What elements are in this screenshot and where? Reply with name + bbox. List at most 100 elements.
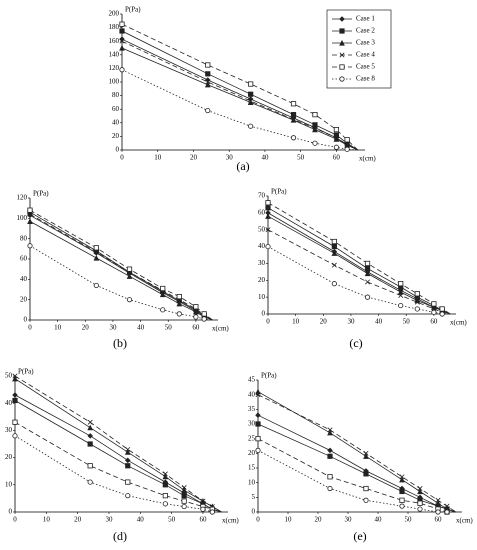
legend-label: Case 8 bbox=[356, 75, 375, 83]
marker bbox=[12, 373, 18, 379]
series-line bbox=[29, 211, 213, 321]
x-tick-label: 20 bbox=[74, 516, 82, 524]
series-line bbox=[257, 450, 456, 513]
x-tick-label: 0 bbox=[13, 516, 17, 524]
marker bbox=[399, 497, 405, 503]
marker bbox=[398, 302, 404, 309]
marker bbox=[93, 254, 100, 261]
legend-marker bbox=[339, 64, 345, 70]
y-tick-label: 100 bbox=[17, 214, 28, 222]
y-tick-label: 0 bbox=[24, 316, 28, 324]
y-tick-label: 10 bbox=[258, 293, 266, 301]
marker bbox=[363, 485, 369, 492]
marker bbox=[12, 419, 18, 425]
marker bbox=[414, 299, 420, 305]
marker bbox=[435, 500, 441, 506]
legend-marker bbox=[339, 39, 345, 46]
legend-label: Case 2 bbox=[356, 27, 375, 35]
marker bbox=[431, 309, 437, 315]
marker bbox=[27, 211, 33, 217]
panel-label: (c) bbox=[349, 336, 362, 350]
x-tick-label: 10 bbox=[292, 318, 300, 326]
y-tick-label: 45 bbox=[248, 376, 256, 384]
marker bbox=[398, 281, 404, 287]
marker bbox=[290, 135, 297, 141]
x-tick-label: 20 bbox=[82, 324, 90, 332]
panel-label: (e) bbox=[353, 529, 366, 543]
marker bbox=[181, 493, 187, 499]
marker bbox=[160, 307, 166, 313]
series-line bbox=[29, 213, 213, 321]
y-tick-label: 40 bbox=[112, 118, 120, 126]
x-tick-label: 50 bbox=[168, 516, 176, 524]
marker bbox=[193, 314, 199, 320]
marker bbox=[12, 375, 18, 382]
marker bbox=[119, 44, 125, 51]
legend-label: Case 1 bbox=[356, 15, 375, 23]
y-tick-label: 30 bbox=[248, 420, 256, 428]
y-tick-label: 40 bbox=[248, 390, 256, 398]
marker bbox=[399, 474, 405, 480]
marker bbox=[181, 498, 187, 504]
marker bbox=[327, 474, 333, 480]
marker bbox=[364, 294, 371, 300]
legend-label: Case 3 bbox=[356, 39, 375, 47]
y-tick-label: 80 bbox=[20, 234, 28, 242]
y-tick-label: 60 bbox=[20, 255, 28, 263]
y-tick-label: 50 bbox=[5, 372, 13, 380]
x-axis-label: x(cm) bbox=[456, 517, 473, 525]
x-axis-label: x(cm) bbox=[222, 517, 239, 525]
marker bbox=[119, 28, 125, 34]
x-tick-label: 40 bbox=[137, 516, 145, 524]
marker bbox=[27, 218, 33, 224]
marker bbox=[364, 260, 371, 267]
marker bbox=[27, 243, 33, 249]
marker bbox=[200, 506, 206, 512]
y-tick-label: 80 bbox=[112, 91, 120, 99]
series-line bbox=[267, 246, 451, 315]
marker bbox=[327, 447, 333, 454]
y-tick-label: 35 bbox=[248, 405, 256, 413]
y-tick-label: 20 bbox=[258, 276, 266, 284]
marker bbox=[397, 288, 404, 295]
marker bbox=[414, 306, 420, 312]
marker bbox=[363, 450, 369, 456]
x-tick-label: 0 bbox=[120, 154, 124, 162]
x-tick-label: 60 bbox=[333, 154, 341, 162]
marker bbox=[331, 281, 337, 287]
x-tick-label: 40 bbox=[261, 154, 269, 162]
marker bbox=[93, 282, 99, 289]
y-tick-label: 40 bbox=[20, 275, 28, 283]
marker bbox=[126, 297, 133, 303]
marker bbox=[87, 424, 94, 431]
x-tick-label: 60 bbox=[430, 318, 438, 326]
marker bbox=[160, 285, 166, 292]
x-tick-label: 30 bbox=[109, 324, 117, 332]
y-axis-label: P(Pa) bbox=[18, 368, 34, 376]
marker bbox=[255, 421, 261, 427]
marker bbox=[265, 213, 271, 219]
x-tick-label: 0 bbox=[256, 516, 260, 524]
marker bbox=[124, 449, 131, 455]
x-tick-label: 50 bbox=[405, 516, 413, 524]
y-tick-label: 10 bbox=[5, 480, 13, 488]
series-line bbox=[121, 30, 359, 151]
marker bbox=[331, 250, 338, 256]
marker bbox=[365, 279, 371, 285]
marker bbox=[126, 273, 133, 279]
marker bbox=[176, 300, 183, 307]
marker bbox=[398, 292, 404, 298]
panel-label: (a) bbox=[236, 159, 249, 173]
marker bbox=[87, 419, 93, 425]
marker bbox=[125, 446, 131, 452]
marker bbox=[255, 412, 261, 418]
x-tick-label: 0 bbox=[266, 318, 270, 326]
marker bbox=[125, 493, 131, 499]
x-tick-label: 20 bbox=[315, 516, 323, 524]
marker bbox=[399, 503, 405, 509]
x-tick-label: 60 bbox=[199, 516, 207, 524]
y-tick-label: 40 bbox=[5, 399, 13, 407]
y-tick-label: 5 bbox=[252, 493, 256, 501]
y-axis-label: P(Pa) bbox=[33, 190, 49, 198]
